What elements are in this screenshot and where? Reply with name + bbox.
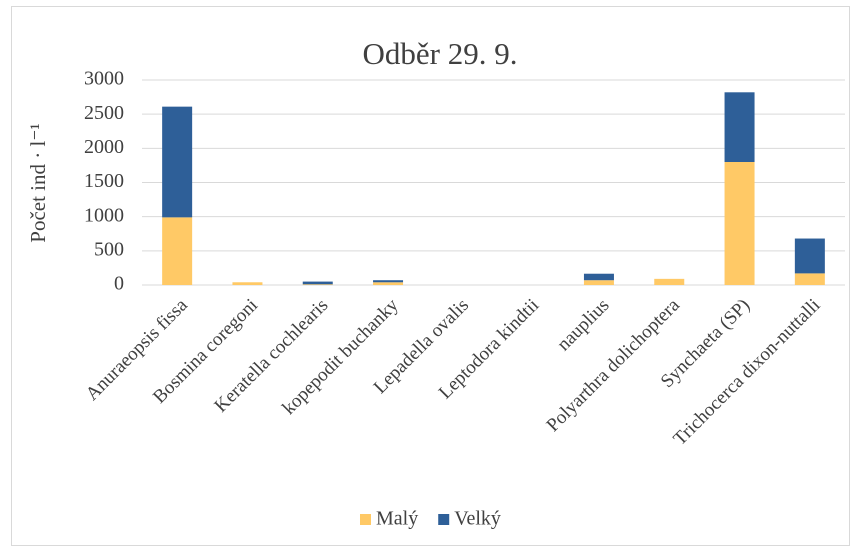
bar-segment: [162, 217, 193, 285]
legend-swatch: [360, 514, 371, 525]
y-tick-label: 2500: [84, 102, 124, 124]
bar-segment: [794, 273, 825, 285]
bar-segment: [654, 278, 685, 285]
bar-segment: [794, 238, 825, 274]
bar-segment: [373, 282, 404, 285]
bar-segment: [302, 281, 333, 285]
y-axis-label: Počet ind · l⁻¹: [26, 123, 50, 242]
chart-title: Odběr 29. 9.: [363, 36, 518, 71]
legend-swatch: [438, 514, 450, 525]
bar-segment: [232, 282, 263, 285]
legend-label: Velký: [454, 508, 501, 530]
legend-label: Malý: [376, 508, 418, 530]
y-tick-label: 1500: [84, 170, 124, 192]
y-tick-label: 3000: [84, 68, 124, 90]
bar-segment: [302, 284, 333, 285]
bar-segment: [724, 92, 755, 162]
bar-segment: [373, 280, 404, 283]
y-tick-label: 2000: [84, 136, 124, 158]
y-tick-label: 0: [114, 273, 124, 295]
chart-border: [11, 6, 850, 546]
bar-segment: [162, 106, 193, 218]
y-tick-label: 500: [94, 238, 124, 260]
bar-segment: [724, 162, 755, 285]
bar-segment: [583, 280, 614, 285]
y-tick-label: 1000: [84, 204, 124, 226]
bar-segment: [583, 273, 614, 281]
